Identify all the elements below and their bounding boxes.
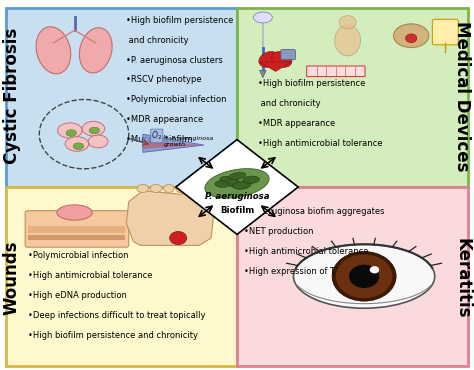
- Text: Medical Devices: Medical Devices: [453, 21, 471, 171]
- Text: •P. aeruginosa clusters: •P. aeruginosa clusters: [127, 56, 223, 65]
- Bar: [237, 187, 468, 366]
- Polygon shape: [143, 134, 204, 152]
- Text: P. aeruginosa: P. aeruginosa: [205, 192, 269, 201]
- Text: Cystic Fibrosis: Cystic Fibrosis: [3, 28, 21, 164]
- Ellipse shape: [66, 130, 76, 136]
- Ellipse shape: [80, 28, 112, 73]
- Bar: [237, 9, 468, 187]
- Ellipse shape: [137, 185, 149, 192]
- Ellipse shape: [272, 51, 292, 67]
- Ellipse shape: [73, 143, 83, 149]
- Ellipse shape: [82, 121, 105, 136]
- Circle shape: [339, 16, 356, 29]
- Ellipse shape: [88, 135, 108, 148]
- Ellipse shape: [335, 25, 361, 56]
- Bar: [6, 9, 237, 187]
- Text: Wounds: Wounds: [3, 241, 21, 315]
- Ellipse shape: [259, 51, 279, 67]
- Ellipse shape: [254, 12, 272, 23]
- Polygon shape: [143, 141, 204, 149]
- Ellipse shape: [243, 176, 259, 184]
- Text: •MDR appearance: •MDR appearance: [127, 115, 204, 124]
- Bar: [6, 187, 237, 366]
- Ellipse shape: [89, 127, 100, 134]
- FancyBboxPatch shape: [28, 235, 126, 240]
- Ellipse shape: [58, 123, 82, 138]
- Text: •High eDNA production: •High eDNA production: [27, 291, 127, 300]
- Ellipse shape: [150, 185, 162, 192]
- FancyBboxPatch shape: [28, 226, 126, 233]
- Text: •High antimicrobial tolerance: •High antimicrobial tolerance: [244, 247, 369, 256]
- Polygon shape: [176, 139, 298, 235]
- Text: •P. aeruginosa biofim aggregates: •P. aeruginosa biofim aggregates: [244, 207, 384, 216]
- Polygon shape: [260, 70, 266, 78]
- Text: •Polymicrobial infection: •Polymicrobial infection: [127, 95, 227, 104]
- Ellipse shape: [187, 185, 195, 192]
- FancyBboxPatch shape: [432, 19, 458, 45]
- Text: •High expression of T3SS: •High expression of T3SS: [244, 267, 351, 276]
- Ellipse shape: [220, 176, 240, 186]
- Text: Biofilm: Biofilm: [220, 206, 254, 215]
- Text: •Polymicrobial infection: •Polymicrobial infection: [27, 251, 128, 260]
- Ellipse shape: [176, 185, 185, 192]
- Text: and chronicity: and chronicity: [258, 99, 321, 108]
- Text: •High antimicrobial tolerance: •High antimicrobial tolerance: [27, 271, 152, 280]
- Text: •MDR appearance: •MDR appearance: [258, 119, 336, 128]
- Ellipse shape: [228, 172, 246, 180]
- Ellipse shape: [36, 27, 71, 74]
- Circle shape: [336, 255, 392, 298]
- FancyBboxPatch shape: [307, 66, 365, 77]
- Polygon shape: [260, 62, 291, 71]
- Text: •Deep infections difficult to treat topically: •Deep infections difficult to treat topi…: [27, 311, 205, 320]
- Circle shape: [332, 252, 396, 301]
- FancyBboxPatch shape: [281, 50, 295, 60]
- Ellipse shape: [215, 181, 229, 187]
- Circle shape: [370, 266, 379, 273]
- Ellipse shape: [393, 24, 429, 48]
- Text: ↑ P. aeruginosa
growth: ↑ P. aeruginosa growth: [164, 136, 213, 147]
- Text: •Mucoid biofilm: •Mucoid biofilm: [127, 135, 193, 144]
- Text: •High biofilm persistence: •High biofilm persistence: [258, 80, 365, 88]
- Text: Keratitis: Keratitis: [453, 238, 471, 319]
- Text: •NET production: •NET production: [244, 227, 314, 236]
- Ellipse shape: [293, 245, 435, 308]
- Text: and chronicity: and chronicity: [127, 36, 189, 45]
- Text: •High biofilm persistence and chronicity: •High biofilm persistence and chronicity: [27, 331, 198, 340]
- FancyBboxPatch shape: [25, 211, 129, 247]
- Text: •RSCV phenotype: •RSCV phenotype: [127, 75, 202, 84]
- Ellipse shape: [164, 185, 174, 192]
- Circle shape: [406, 34, 417, 43]
- Text: •High biofilm persistence: •High biofilm persistence: [127, 16, 234, 26]
- Ellipse shape: [65, 137, 89, 151]
- Ellipse shape: [205, 169, 269, 198]
- Ellipse shape: [57, 205, 92, 220]
- Ellipse shape: [232, 181, 251, 189]
- Circle shape: [349, 265, 379, 288]
- Text: $O_2$: $O_2$: [151, 130, 162, 142]
- Text: •High antimicrobial tolerance: •High antimicrobial tolerance: [258, 138, 383, 148]
- Polygon shape: [127, 191, 213, 245]
- Circle shape: [170, 232, 187, 245]
